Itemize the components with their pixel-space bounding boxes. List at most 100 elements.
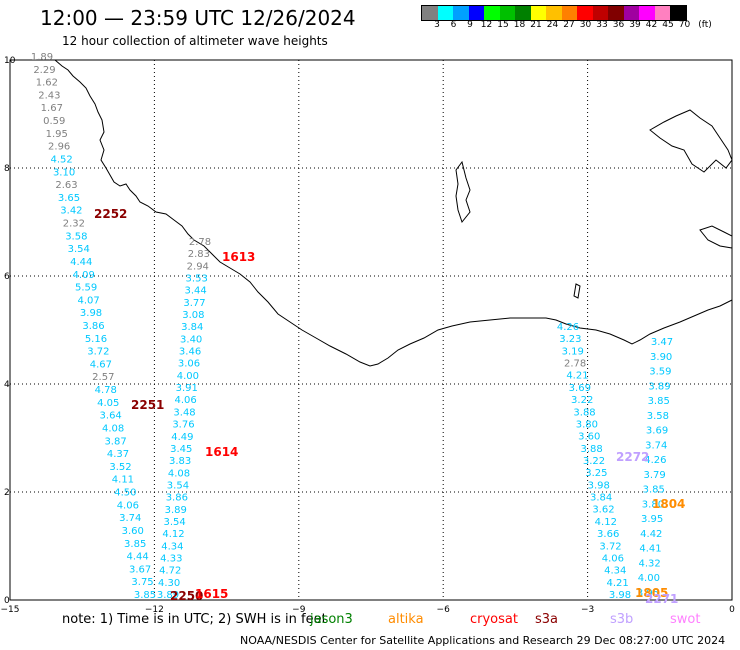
pass-number-label: 2252 xyxy=(94,207,127,221)
mission-legend-s3b: s3b xyxy=(610,612,634,627)
wave-height-label: 4.06 xyxy=(117,500,139,511)
y-tick-label: 0 xyxy=(4,596,10,606)
colorbar-tick-label: 18 xyxy=(513,20,526,30)
wave-height-label: 3.75 xyxy=(131,577,153,588)
wave-height-label: 3.98 xyxy=(588,480,610,491)
colorbar-swatch xyxy=(515,6,531,20)
footer-credit: NOAA/NESDIS Center for Satellite Applica… xyxy=(240,634,726,647)
colorbar-tick-label: 6 xyxy=(450,20,457,30)
x-tick-label: 0 xyxy=(729,605,735,615)
colorbar-swatch xyxy=(592,6,608,20)
wave-height-label: 3.69 xyxy=(646,426,668,437)
colorbar-tick-label: 3 xyxy=(434,20,440,30)
wave-height-label: 1.62 xyxy=(36,78,58,89)
coastline-island-1 xyxy=(455,160,471,224)
mission-legend-cryosat: cryosat xyxy=(470,612,518,627)
wave-height-label: 4.52 xyxy=(50,154,72,165)
wave-height-label: 4.26 xyxy=(644,455,666,466)
wave-height-label: 2.43 xyxy=(38,90,60,101)
wave-height-label: 3.46 xyxy=(179,347,201,358)
wave-height-label: 3.72 xyxy=(599,541,621,552)
colorbar-swatch xyxy=(608,6,624,20)
wave-height-label: 3.67 xyxy=(129,564,151,575)
wave-height-label: 4.21 xyxy=(607,578,629,589)
wave-height-label: 3.85 xyxy=(124,539,146,550)
y-tick-label: 10 xyxy=(4,56,16,66)
wave-height-label: 4.06 xyxy=(602,553,624,564)
wave-height-label: 3.22 xyxy=(571,395,593,406)
wave-height-label: 3.85 xyxy=(648,396,670,407)
x-tick-label: −12 xyxy=(145,605,164,615)
wave-height-label: 1.95 xyxy=(46,129,68,140)
y-tick-label: 2 xyxy=(4,488,10,498)
colorbar-tick-label: 45 xyxy=(662,20,674,30)
mission-legend-jason3: jason3 xyxy=(310,612,353,627)
wave-height-label: 2.63 xyxy=(55,180,77,191)
wave-height-label: 3.47 xyxy=(651,337,673,348)
colorbar-swatch xyxy=(670,6,686,20)
wave-height-label: 3.52 xyxy=(109,462,131,473)
wave-height-label: 4.72 xyxy=(159,566,181,577)
coastline-island-3 xyxy=(699,225,733,249)
colorbar-swatch xyxy=(654,6,670,20)
wave-height-label: 3.60 xyxy=(578,432,600,443)
wave-height-label: 3.23 xyxy=(559,334,581,345)
colorbar-tick-label: 36 xyxy=(612,20,625,30)
wave-height-label: 3.86 xyxy=(166,493,188,504)
colorbar-swatch xyxy=(530,6,546,20)
pass-number-label: 1613 xyxy=(222,250,255,264)
wave-height-label: 3.74 xyxy=(645,440,667,451)
wave-height-label: 4.42 xyxy=(640,529,662,540)
map-frame xyxy=(9,59,733,601)
wave-height-label: 3.42 xyxy=(60,206,82,217)
wave-height-label: 3.87 xyxy=(104,436,126,447)
colorbar-ticks: 3 6 9 12 15 18 21 24 27 30 33 36 39 42 45 70 (ft) xyxy=(421,20,736,32)
wave-height-label: 3.89 xyxy=(648,381,670,392)
colorbar-swatch xyxy=(623,6,639,20)
wave-height-label: 3.98 xyxy=(609,590,631,601)
wave-height-label: 3.91 xyxy=(176,383,198,394)
pass-number-label: 2271 xyxy=(645,592,678,606)
wave-height-label: 3.40 xyxy=(180,334,202,345)
wave-height-label: 3.59 xyxy=(649,367,671,378)
wave-height-label: 4.08 xyxy=(168,468,190,479)
wave-height-label: 3.65 xyxy=(58,193,80,204)
wave-height-label: 3.53 xyxy=(186,274,208,285)
colorbar-unit: (ft) xyxy=(698,20,712,30)
wave-height-label: 4.32 xyxy=(639,558,661,569)
page-subtitle: 12 hour collection of altimeter wave hei… xyxy=(62,34,328,48)
altimeter-tracks: 1.89 2.29 1.622.43 1.67 0.59 1.95 2.964.52 3.10… xyxy=(31,52,673,601)
wave-height-label: 3.85 xyxy=(643,485,665,496)
track-3: 4.263.233.192.784.213.693.223.883.803.60… xyxy=(557,322,631,601)
wave-height-label: 3.72 xyxy=(87,347,109,358)
pass-number-label: 2251 xyxy=(131,398,164,412)
wave-height-label: 3.80 xyxy=(642,499,664,510)
colorbar-tick-label: 24 xyxy=(546,20,559,30)
colorbar-tick-label: 42 xyxy=(645,20,658,30)
wave-height-label: 0.59 xyxy=(43,116,65,127)
wave-height-label: 3.69 xyxy=(569,383,591,394)
colorbar-swatch xyxy=(546,6,562,20)
coastline-main xyxy=(54,59,733,367)
colorbar-tick-label: 39 xyxy=(629,20,641,30)
wave-height-label: 3.25 xyxy=(585,468,607,479)
wave-height-label: 3.54 xyxy=(68,244,90,255)
wave-height-label: 4.34 xyxy=(604,566,626,577)
colorbar-swatch xyxy=(422,6,438,20)
wave-height-label: 3.84 xyxy=(181,322,203,333)
wave-height-label: 4.12 xyxy=(595,517,617,528)
pass-number-label: 2272 xyxy=(616,450,649,464)
wave-height-label: 4.41 xyxy=(639,544,661,555)
wave-height-label: 3.79 xyxy=(643,470,665,481)
wave-height-label: 3.80 xyxy=(576,419,598,430)
wave-height-label: 4.30 xyxy=(158,578,180,589)
wave-height-label: 4.37 xyxy=(107,449,129,460)
wave-height-label: 4.05 xyxy=(97,398,119,409)
y-tick-label: 4 xyxy=(4,380,10,390)
wave-height-label: 2.83 xyxy=(188,249,210,260)
wave-height-label: 2.78 xyxy=(564,359,586,370)
wave-height-label: 3.86 xyxy=(82,321,104,332)
wave-height-label: 3.08 xyxy=(182,310,204,321)
wave-height-label: 2.96 xyxy=(48,142,70,153)
